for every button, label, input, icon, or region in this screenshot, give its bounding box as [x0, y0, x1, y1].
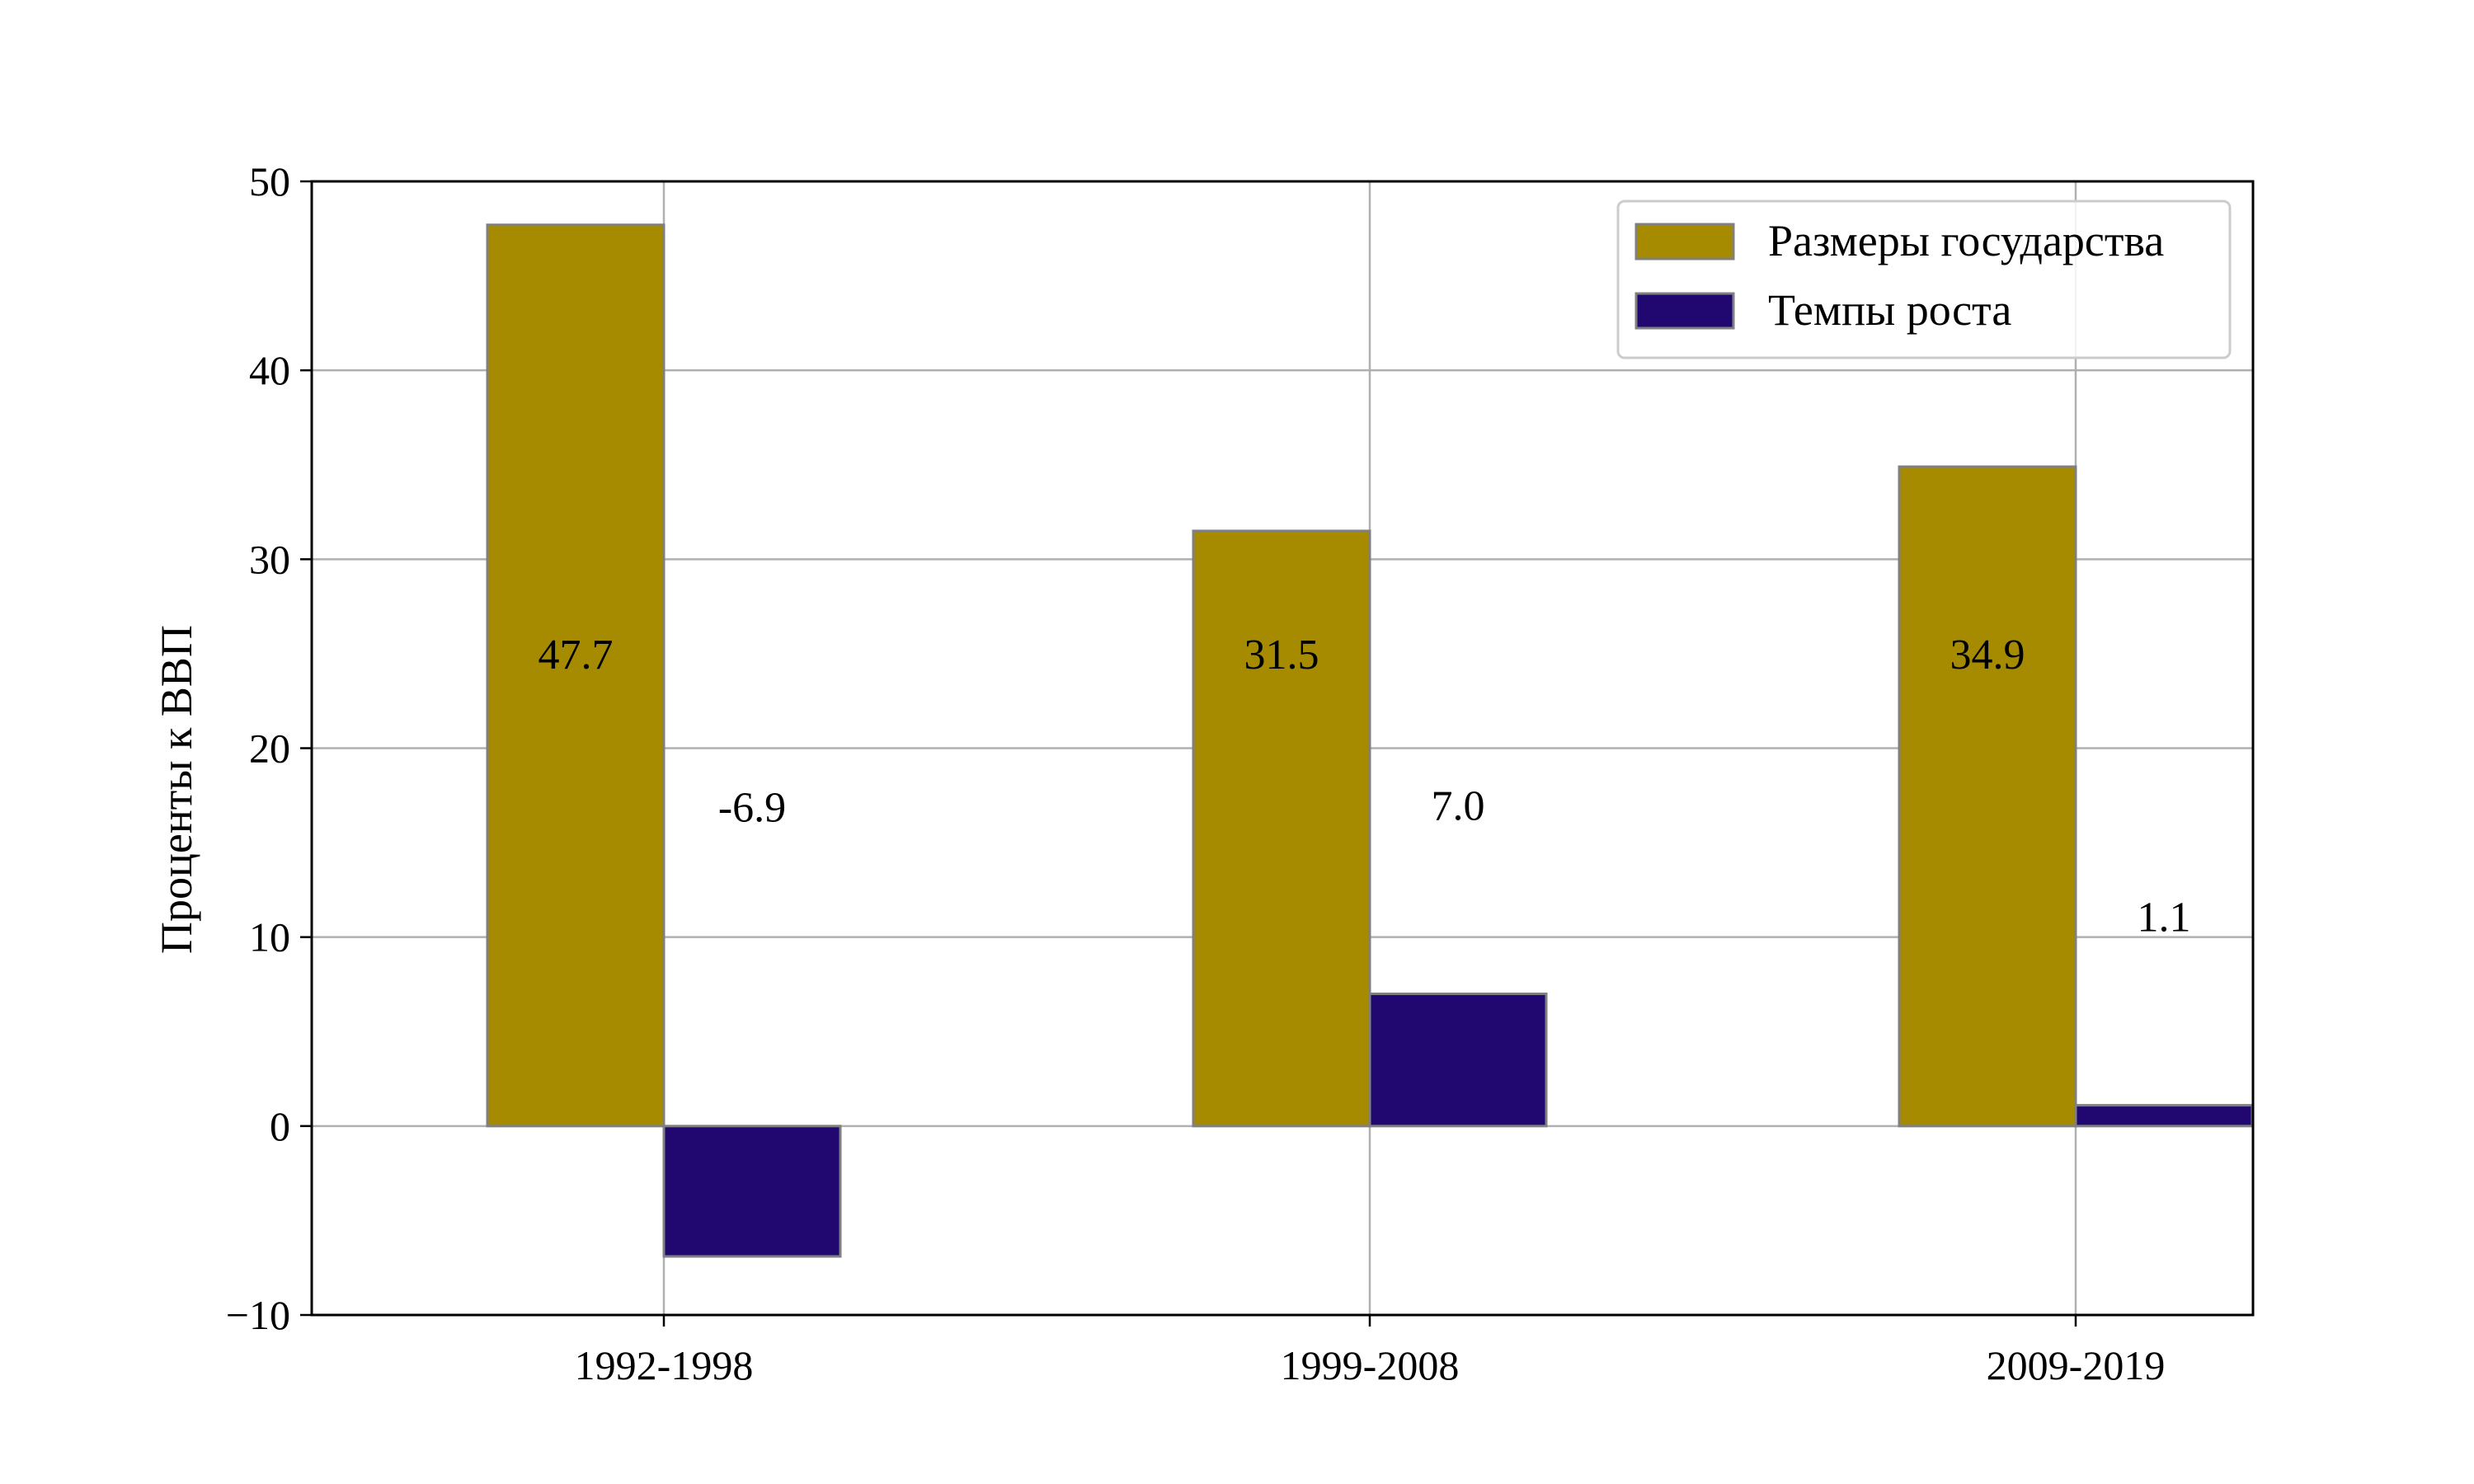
axis-ticks: −10 0 10 20 30 40 50 1992-1998 1999-2008 2009-201…: [226, 158, 2166, 1388]
bar-value-label: -6.9: [718, 785, 786, 832]
y-tick-label: −10: [226, 1292, 290, 1338]
y-tick-label: 0: [270, 1103, 290, 1149]
bar-value-labels: 47.7 31.5 34.9 -6.9 7.0 1.1: [539, 632, 2191, 942]
legend: Размеры государства Темпы роста: [1616, 200, 2232, 359]
bars: [486, 223, 2254, 1258]
y-tick-label: 30: [249, 536, 290, 582]
y-tick-label: 10: [249, 914, 290, 960]
bar-series-1-2009-2019: [2074, 1104, 2254, 1128]
legend-entry-label: Темпы роста: [1768, 285, 2011, 335]
bar-value-label: 1.1: [2138, 894, 2191, 941]
x-tick-label: 1999-2008: [1281, 1342, 1460, 1388]
bar-value-label: 31.5: [1244, 632, 1319, 679]
bar-series-1-1992-1998: [662, 1125, 842, 1258]
y-tick-label: 20: [249, 726, 290, 772]
bar-value-label: 34.9: [1950, 632, 2025, 679]
x-tick-label: 2009-2019: [1987, 1342, 2166, 1388]
bar-value-label: 47.7: [539, 632, 614, 679]
y-tick-label: 40: [249, 347, 290, 393]
bar-series-0-1992-1998: [486, 223, 666, 1128]
legend-entry-label: Размеры государства: [1768, 216, 2164, 265]
legend-box: [1616, 200, 2232, 359]
bar-series-1-1999-2008: [1368, 992, 1548, 1128]
y-axis-title: Проценты к ВВП: [152, 625, 201, 954]
bar-series-0-2009-2019: [1898, 465, 2077, 1128]
legend-swatch: [1634, 223, 1735, 261]
legend-swatch: [1634, 292, 1735, 330]
bar-value-label: 7.0: [1432, 782, 1485, 829]
x-tick-label: 1992-1998: [575, 1342, 754, 1388]
bar-series-0-1999-2008: [1192, 529, 1371, 1128]
y-tick-label: 50: [249, 158, 290, 204]
